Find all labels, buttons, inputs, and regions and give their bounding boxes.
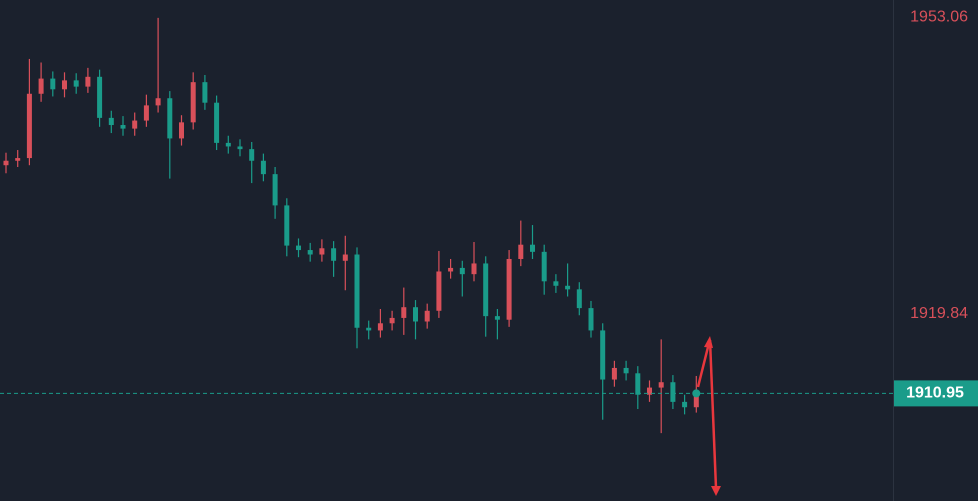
arrow-up [696,342,711,388]
candle-body [202,82,208,103]
annotation-arrows [696,336,721,496]
candle-body [38,78,44,94]
candle-body [611,367,617,380]
candle-body [413,307,418,322]
candle-body [530,244,535,252]
y-tick-label: 1953.06 [910,9,968,26]
candle-body [588,308,594,331]
candle-body [284,205,290,246]
candle-body [658,382,664,388]
candle-body [108,117,114,126]
candle-body [26,93,32,159]
candle-body [623,367,629,374]
candle-body [3,160,9,166]
candle-body [670,382,676,402]
candle-body [120,125,126,129]
candle-body [553,281,559,286]
arrow-head [711,486,721,496]
candle-body [237,146,243,150]
candle-body [647,387,652,395]
candle-body [319,248,325,255]
candle-body [565,285,571,290]
candle-body [143,105,149,121]
candle-body [366,327,372,331]
candle-body [600,330,606,380]
candle-body [307,250,313,255]
last-price-dot [692,389,701,398]
candle-body [401,307,407,318]
plot [0,17,893,434]
candle-body [354,254,360,328]
candle-body [73,80,79,87]
candle-body [576,289,582,309]
candle-body [167,98,173,139]
candle-body [331,248,337,261]
candle-body [541,251,547,282]
candle-body [214,102,220,143]
candle-body [483,263,489,317]
candle-body [272,174,278,206]
candle-body [424,310,430,322]
candle-body [249,149,255,161]
candle-body [179,122,184,139]
candle-body [459,267,465,275]
candle-body [97,76,103,118]
candle-body [693,393,699,408]
candle-body [518,244,524,259]
candle-body [260,160,266,175]
candle-body [506,258,512,320]
candle-body [85,76,91,87]
candle-body [494,316,500,320]
candle-body [635,373,641,395]
candle-body [155,98,161,106]
candle-body [132,120,138,129]
candle-body [50,78,56,90]
candle-body [342,254,348,261]
candle-body [296,245,301,251]
candle-body [377,323,383,331]
candle-body [190,82,196,123]
last-price-label: 1910.95 [906,385,964,402]
candle-body [225,142,231,147]
candle-body [389,317,395,324]
candle-body [448,267,454,272]
candle-body [15,158,21,161]
candle-body [436,271,442,311]
candle-body [62,80,67,90]
last-price-box [894,380,978,407]
candle-body [682,401,688,408]
y-tick-label: 1919.84 [910,305,968,322]
arrow-down [708,339,718,489]
candle-body [471,263,477,275]
